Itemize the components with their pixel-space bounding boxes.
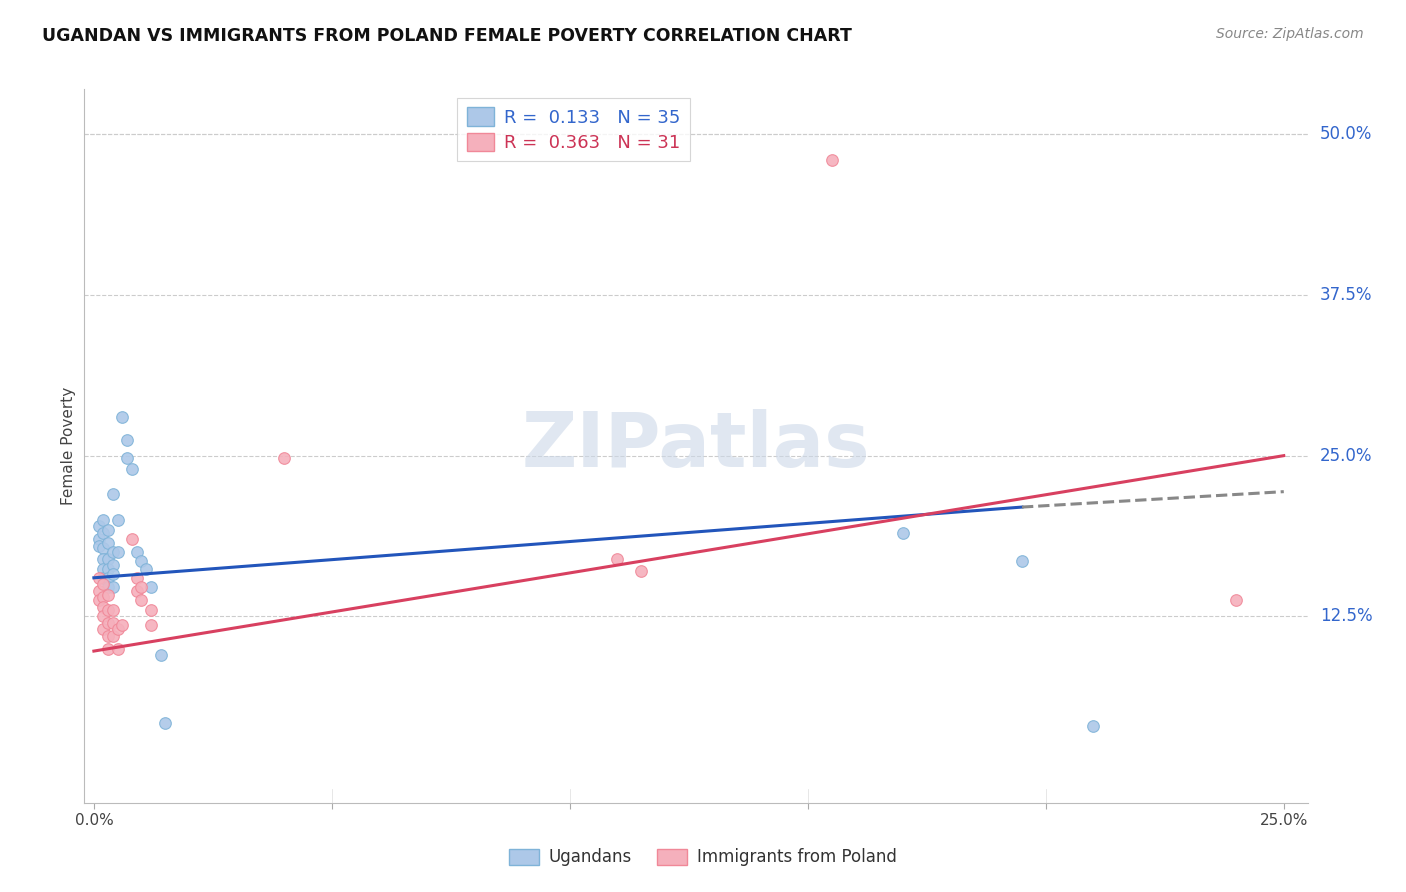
Text: 12.5%: 12.5%: [1320, 607, 1372, 625]
Point: [97, 571, 120, 585]
Point: [101, 566, 124, 581]
Point: [101, 629, 124, 643]
Y-axis label: Female Poverty: Female Poverty: [60, 387, 76, 505]
Point: [97, 603, 120, 617]
Point: [149, 648, 172, 662]
Point: [93, 622, 115, 636]
Point: [125, 571, 148, 585]
Point: [93, 577, 115, 591]
Point: [131, 580, 153, 594]
Point: [139, 580, 162, 594]
Text: UGANDAN VS IMMIGRANTS FROM POLAND FEMALE POVERTY CORRELATION CHART: UGANDAN VS IMMIGRANTS FROM POLAND FEMALE…: [42, 27, 852, 45]
Point: [93, 525, 115, 540]
Point: [87, 519, 110, 533]
Point: [101, 603, 124, 617]
Point: [139, 603, 162, 617]
Point: [93, 571, 115, 585]
Point: [101, 545, 124, 559]
Point: [111, 618, 134, 632]
Point: [630, 565, 652, 579]
Legend: Ugandans, Immigrants from Poland: Ugandans, Immigrants from Poland: [501, 840, 905, 875]
Point: [101, 487, 124, 501]
Point: [93, 590, 115, 604]
Point: [97, 523, 120, 537]
Point: [93, 513, 115, 527]
Point: [87, 533, 110, 547]
Point: [93, 609, 115, 624]
Point: [107, 513, 129, 527]
Point: [1225, 592, 1247, 607]
Point: [139, 618, 162, 632]
Point: [131, 554, 153, 568]
Point: [107, 622, 129, 636]
Point: [125, 545, 148, 559]
Point: [121, 461, 143, 475]
Legend: R =  0.133   N = 35, R =  0.363   N = 31: R = 0.133 N = 35, R = 0.363 N = 31: [457, 98, 690, 161]
Text: 37.5%: 37.5%: [1320, 286, 1372, 304]
Point: [101, 615, 124, 630]
Point: [97, 587, 120, 601]
Point: [1083, 719, 1105, 733]
Point: [107, 641, 129, 656]
Point: [131, 592, 153, 607]
Point: [97, 629, 120, 643]
Text: Source: ZipAtlas.com: Source: ZipAtlas.com: [1216, 27, 1364, 41]
Point: [97, 615, 120, 630]
Point: [93, 600, 115, 615]
Point: [125, 583, 148, 598]
Text: 50.0%: 50.0%: [1320, 125, 1372, 144]
Point: [101, 580, 124, 594]
Point: [115, 451, 138, 466]
Point: [273, 451, 295, 466]
Point: [87, 583, 110, 598]
Point: [93, 541, 115, 556]
Point: [87, 592, 110, 607]
Point: [606, 551, 628, 566]
Point: [135, 562, 157, 576]
Point: [107, 545, 129, 559]
Point: [820, 153, 842, 167]
Point: [93, 562, 115, 576]
Point: [97, 536, 120, 550]
Point: [87, 571, 110, 585]
Text: ZIPatlas: ZIPatlas: [522, 409, 870, 483]
Point: [155, 716, 177, 731]
Point: [87, 539, 110, 553]
Point: [891, 525, 914, 540]
Point: [97, 551, 120, 566]
Text: 25.0%: 25.0%: [1320, 447, 1372, 465]
Point: [121, 533, 143, 547]
Point: [93, 551, 115, 566]
Point: [101, 558, 124, 572]
Point: [111, 410, 134, 425]
Point: [97, 580, 120, 594]
Point: [97, 562, 120, 576]
Point: [115, 434, 138, 448]
Point: [97, 641, 120, 656]
Point: [1011, 554, 1033, 568]
